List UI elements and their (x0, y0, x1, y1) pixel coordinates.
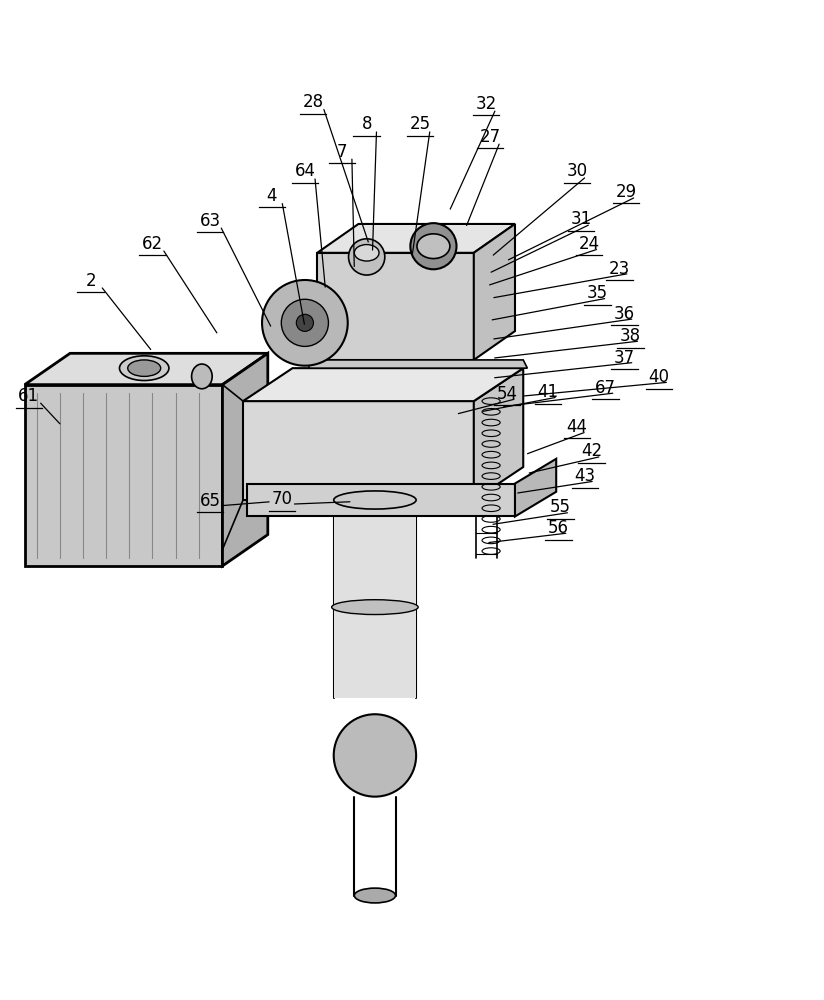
Ellipse shape (334, 491, 416, 509)
Text: 8: 8 (362, 115, 372, 133)
Ellipse shape (354, 888, 396, 903)
Ellipse shape (331, 600, 418, 615)
Text: 24: 24 (578, 235, 600, 253)
Ellipse shape (354, 245, 379, 261)
Text: 30: 30 (566, 162, 588, 180)
Polygon shape (317, 224, 515, 253)
Text: 25: 25 (410, 115, 431, 133)
Polygon shape (334, 500, 416, 698)
Polygon shape (243, 401, 474, 500)
Text: 31: 31 (570, 210, 592, 228)
Ellipse shape (417, 234, 450, 259)
Text: 64: 64 (294, 162, 316, 180)
Text: 43: 43 (574, 467, 596, 485)
Polygon shape (243, 368, 523, 401)
Polygon shape (317, 253, 474, 360)
Text: 44: 44 (566, 418, 588, 436)
Ellipse shape (119, 356, 169, 381)
Text: 41: 41 (537, 383, 559, 401)
Polygon shape (474, 368, 523, 500)
Ellipse shape (334, 714, 416, 797)
Ellipse shape (128, 360, 161, 376)
Circle shape (410, 223, 456, 269)
Text: 28: 28 (302, 93, 324, 111)
Text: 67: 67 (595, 379, 616, 397)
Text: 4: 4 (267, 187, 277, 205)
Text: 23: 23 (609, 260, 630, 278)
Text: 65: 65 (199, 492, 221, 510)
Circle shape (297, 314, 313, 331)
Text: 62: 62 (142, 235, 163, 253)
Text: 36: 36 (614, 305, 635, 323)
Text: 37: 37 (614, 349, 635, 367)
Text: 42: 42 (581, 442, 602, 460)
Text: 56: 56 (548, 519, 569, 537)
Ellipse shape (191, 364, 213, 389)
Polygon shape (309, 360, 527, 368)
Text: 70: 70 (271, 490, 293, 508)
Text: 40: 40 (648, 368, 670, 386)
Polygon shape (222, 353, 268, 566)
Circle shape (281, 299, 329, 346)
Text: 63: 63 (199, 212, 221, 230)
Text: 55: 55 (550, 498, 571, 516)
Circle shape (349, 239, 385, 275)
Polygon shape (25, 353, 268, 385)
Text: 2: 2 (86, 272, 96, 290)
Text: 29: 29 (616, 183, 637, 201)
Polygon shape (515, 459, 556, 516)
Polygon shape (25, 385, 222, 566)
Text: 27: 27 (480, 128, 501, 146)
Circle shape (262, 280, 348, 366)
Text: 32: 32 (475, 95, 497, 113)
Text: 35: 35 (587, 284, 608, 302)
Polygon shape (247, 484, 515, 516)
Text: 7: 7 (337, 143, 347, 161)
Polygon shape (474, 224, 515, 360)
Text: 38: 38 (620, 327, 641, 345)
Text: 61: 61 (18, 387, 40, 405)
Text: 54: 54 (496, 385, 517, 403)
